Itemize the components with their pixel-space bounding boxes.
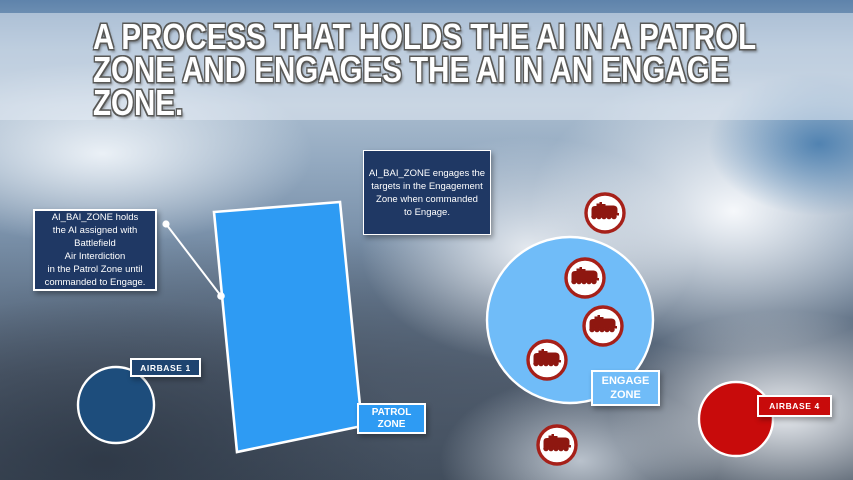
tank-icon: [564, 257, 606, 299]
title-banner: [0, 13, 853, 120]
tank-icon: [582, 305, 624, 347]
patrol-zone-label: PATROL ZONE: [357, 403, 426, 434]
patrol-zone-shape: [212, 200, 364, 454]
tank-icon: [536, 424, 578, 466]
tank-icon: [584, 192, 626, 234]
slide-title: A PROCESS THAT HOLDS THE AI IN A PATROL …: [93, 16, 757, 123]
callout-connector: [162, 220, 225, 300]
airbase1-label: AIRBASE 1: [130, 358, 201, 377]
tank-icon: [526, 339, 568, 381]
hold-callout-box: AI_BAI_ZONE holds the AI assigned with B…: [33, 209, 157, 291]
engage-zone-label: ENGAGE ZONE: [591, 370, 660, 406]
airbase1-circle: [76, 365, 156, 445]
engage-callout-box: AI_BAI_ZONE engages the targets in the E…: [363, 150, 491, 235]
airbase4-label: AIRBASE 4: [757, 395, 832, 417]
airbase4-circle: [697, 380, 775, 458]
